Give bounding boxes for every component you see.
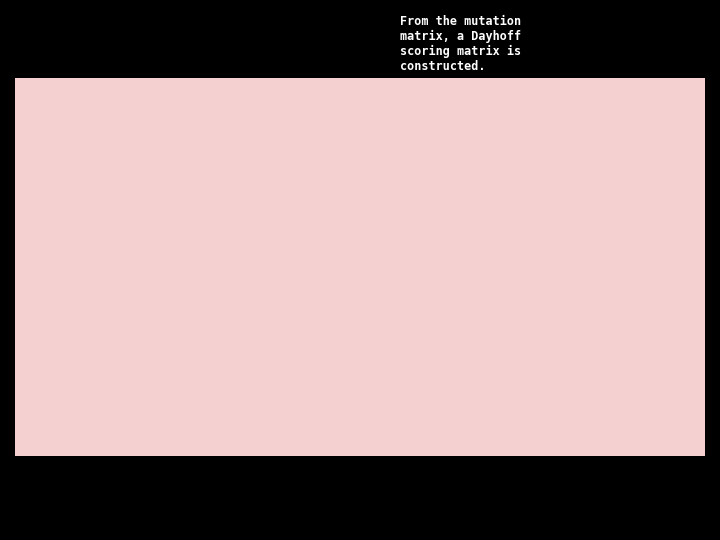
FancyBboxPatch shape bbox=[601, 289, 614, 312]
FancyBboxPatch shape bbox=[120, 275, 251, 434]
FancyBboxPatch shape bbox=[99, 313, 112, 335]
FancyBboxPatch shape bbox=[113, 313, 125, 335]
FancyBboxPatch shape bbox=[58, 313, 71, 335]
Text: From the mutation
matrix, a Dayhoff
scoring matrix is
constructed.: From the mutation matrix, a Dayhoff scor… bbox=[400, 15, 521, 73]
FancyBboxPatch shape bbox=[574, 313, 586, 335]
FancyBboxPatch shape bbox=[30, 313, 42, 335]
Text: This Dayhoff matrix
along with a model of
indel events is then used
to score new: This Dayhoff matrix along with a model o… bbox=[557, 82, 713, 127]
FancyBboxPatch shape bbox=[44, 313, 56, 335]
FancyBboxPatch shape bbox=[560, 313, 572, 335]
Text: Model of indels: Model of indels bbox=[421, 335, 509, 345]
FancyBboxPatch shape bbox=[560, 289, 572, 312]
FancyBboxPatch shape bbox=[30, 289, 42, 312]
Text: Dayhoff Matrix: Dayhoff Matrix bbox=[444, 166, 526, 176]
FancyBboxPatch shape bbox=[58, 289, 71, 312]
Text: First   pairs   of   aligned
amino acids in verified
alignments are used to
buil: First pairs of aligned amino acids in ve… bbox=[77, 387, 242, 431]
FancyBboxPatch shape bbox=[420, 89, 550, 252]
Text: Then the count matrix is
used to estimate a mutation
matrix at 1 PAM
(evolutiona: Then the count matrix is used to estimat… bbox=[30, 82, 199, 127]
FancyBboxPatch shape bbox=[127, 289, 139, 312]
FancyBboxPatch shape bbox=[629, 313, 642, 335]
FancyBboxPatch shape bbox=[99, 289, 112, 312]
FancyBboxPatch shape bbox=[72, 313, 84, 335]
FancyBboxPatch shape bbox=[601, 313, 614, 335]
FancyBboxPatch shape bbox=[629, 289, 642, 312]
Text: Alignments: Alignments bbox=[560, 267, 618, 276]
FancyBboxPatch shape bbox=[72, 289, 84, 312]
Text: Mutation Matrix: Mutation Matrix bbox=[276, 166, 364, 176]
FancyBboxPatch shape bbox=[588, 289, 600, 312]
FancyBboxPatch shape bbox=[113, 289, 125, 312]
FancyBboxPatch shape bbox=[615, 313, 628, 335]
FancyBboxPatch shape bbox=[44, 289, 56, 312]
FancyBboxPatch shape bbox=[588, 313, 600, 335]
FancyBboxPatch shape bbox=[86, 313, 98, 335]
Text: Alignments: Alignments bbox=[30, 267, 89, 276]
Text: Count Matrix: Count Matrix bbox=[150, 349, 221, 360]
FancyBboxPatch shape bbox=[127, 313, 139, 335]
FancyBboxPatch shape bbox=[86, 289, 98, 312]
FancyBboxPatch shape bbox=[255, 89, 384, 252]
FancyBboxPatch shape bbox=[615, 289, 628, 312]
FancyBboxPatch shape bbox=[397, 299, 533, 381]
Text: These alignments can then be used
in an iterative process to
construct new count: These alignments can then be used in an … bbox=[443, 387, 636, 420]
FancyBboxPatch shape bbox=[574, 289, 586, 312]
